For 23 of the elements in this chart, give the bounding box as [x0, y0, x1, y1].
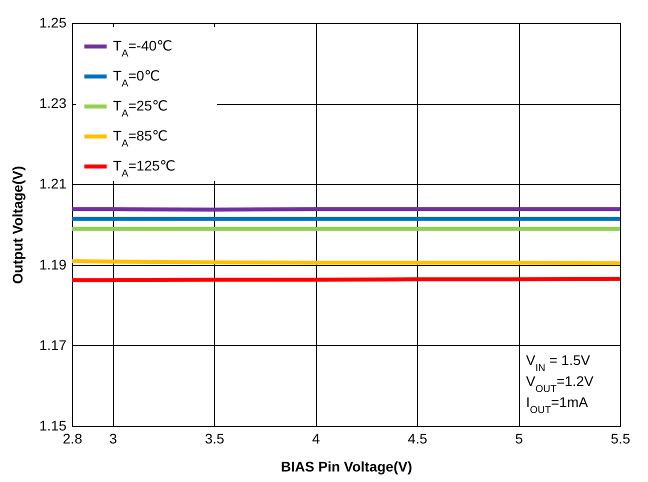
x-tick-label: 3: [109, 430, 118, 446]
annotation: V$_{OUT}$=1.2V: [526, 373, 594, 394]
legend-label: T$_{A}$=0℃: [113, 68, 160, 89]
y-tick-label: 1.17: [39, 336, 67, 353]
y-tick-label: 1.15: [39, 418, 67, 434]
legend-label: T$_{A}$=125℃: [113, 158, 176, 179]
annotation: V$_{IN}$ = 1.5V: [526, 352, 591, 374]
x-tick-label: 5.5: [610, 430, 630, 446]
y-tick-label: 1.19: [39, 256, 67, 272]
annotation: I$_{OUT}$=1mA: [526, 394, 589, 416]
y-tick-label: 1.25: [39, 14, 67, 30]
y-tick-label: 1.23: [39, 95, 67, 112]
x-tick-label: 3.5: [204, 430, 225, 446]
x-tick-label: 5: [515, 430, 524, 446]
y-tick-label: 1.21: [39, 176, 67, 192]
x-tick-label: 4.5: [408, 430, 428, 446]
legend-label: T$_{A}$=25℃: [113, 98, 168, 119]
legend-label: T$_{A}$=85℃: [113, 128, 168, 149]
legend-label: T$_{A}$=-40℃: [113, 38, 172, 59]
y-axis-title: Output Voltage(V): [9, 166, 26, 284]
x-tick-label: 2.8: [62, 430, 82, 446]
x-axis-title: BIAS Pin Voltage(V): [280, 458, 412, 474]
x-tick-label: 4: [312, 430, 320, 446]
